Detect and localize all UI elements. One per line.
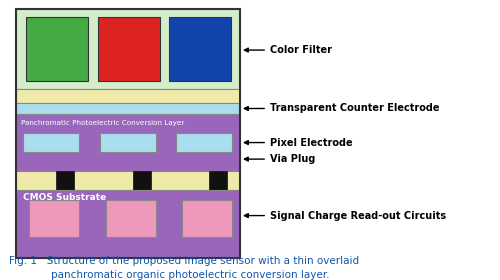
Bar xyxy=(100,133,156,152)
Bar xyxy=(98,17,160,81)
Bar xyxy=(182,200,232,237)
Text: Color Filter: Color Filter xyxy=(244,45,332,55)
Bar xyxy=(16,114,240,171)
Bar xyxy=(176,133,232,152)
Bar xyxy=(170,17,231,81)
Text: Pixel Electrode: Pixel Electrode xyxy=(244,137,352,148)
Bar xyxy=(16,190,240,258)
Text: Fig. 1   Structure of the proposed image sensor with a thin overlaid: Fig. 1 Structure of the proposed image s… xyxy=(10,256,360,266)
Bar xyxy=(24,133,79,152)
Bar xyxy=(106,200,156,237)
Bar xyxy=(16,9,240,258)
Bar xyxy=(209,171,227,190)
Text: Via Plug: Via Plug xyxy=(244,154,316,164)
Text: Signal Charge Read-out Circuits: Signal Charge Read-out Circuits xyxy=(244,211,446,221)
Text: panchromatic organic photoelectric conversion layer.: panchromatic organic photoelectric conve… xyxy=(51,270,330,280)
Bar xyxy=(56,171,74,190)
Bar xyxy=(16,89,240,103)
Text: Panchromatic Photoelectric Conversion Layer: Panchromatic Photoelectric Conversion La… xyxy=(22,120,184,126)
Bar xyxy=(16,9,240,89)
Text: Transparent Counter Electrode: Transparent Counter Electrode xyxy=(244,104,440,113)
Bar xyxy=(29,200,79,237)
Bar xyxy=(132,171,150,190)
Bar xyxy=(26,17,88,81)
Bar xyxy=(16,171,240,190)
Bar xyxy=(16,103,240,114)
Text: CMOS Substrate: CMOS Substrate xyxy=(24,193,106,202)
